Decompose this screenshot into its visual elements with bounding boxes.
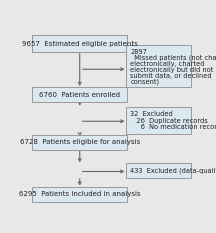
Text: 6728  Patients eligible for analysis: 6728 Patients eligible for analysis: [20, 139, 140, 145]
FancyBboxPatch shape: [126, 163, 191, 178]
FancyBboxPatch shape: [32, 87, 127, 103]
Text: submit data, or declined: submit data, or declined: [130, 72, 212, 79]
FancyBboxPatch shape: [126, 45, 191, 87]
Text: 9657  Estimated eligible patients: 9657 Estimated eligible patients: [22, 41, 138, 47]
FancyBboxPatch shape: [32, 187, 127, 202]
FancyBboxPatch shape: [32, 35, 127, 52]
FancyBboxPatch shape: [32, 135, 127, 150]
Text: 32  Excluded: 32 Excluded: [130, 111, 173, 117]
Text: electronically, charted: electronically, charted: [130, 61, 205, 67]
Text: 433  Excluded (data-quality issues): 433 Excluded (data-quality issues): [130, 167, 216, 174]
Text: 6760  Patients enrolled: 6760 Patients enrolled: [39, 92, 120, 98]
Text: electronically but did not: electronically but did not: [130, 67, 214, 73]
Text: 6  No medication recorded: 6 No medication recorded: [130, 124, 216, 130]
Text: 6295  Patients included in analysis: 6295 Patients included in analysis: [19, 191, 141, 197]
Text: 2897: 2897: [130, 49, 147, 55]
Text: Missed patients (not charted: Missed patients (not charted: [130, 55, 216, 61]
Text: consent): consent): [130, 78, 160, 85]
Text: 26  Duplicate records: 26 Duplicate records: [130, 117, 208, 123]
FancyBboxPatch shape: [126, 107, 191, 134]
